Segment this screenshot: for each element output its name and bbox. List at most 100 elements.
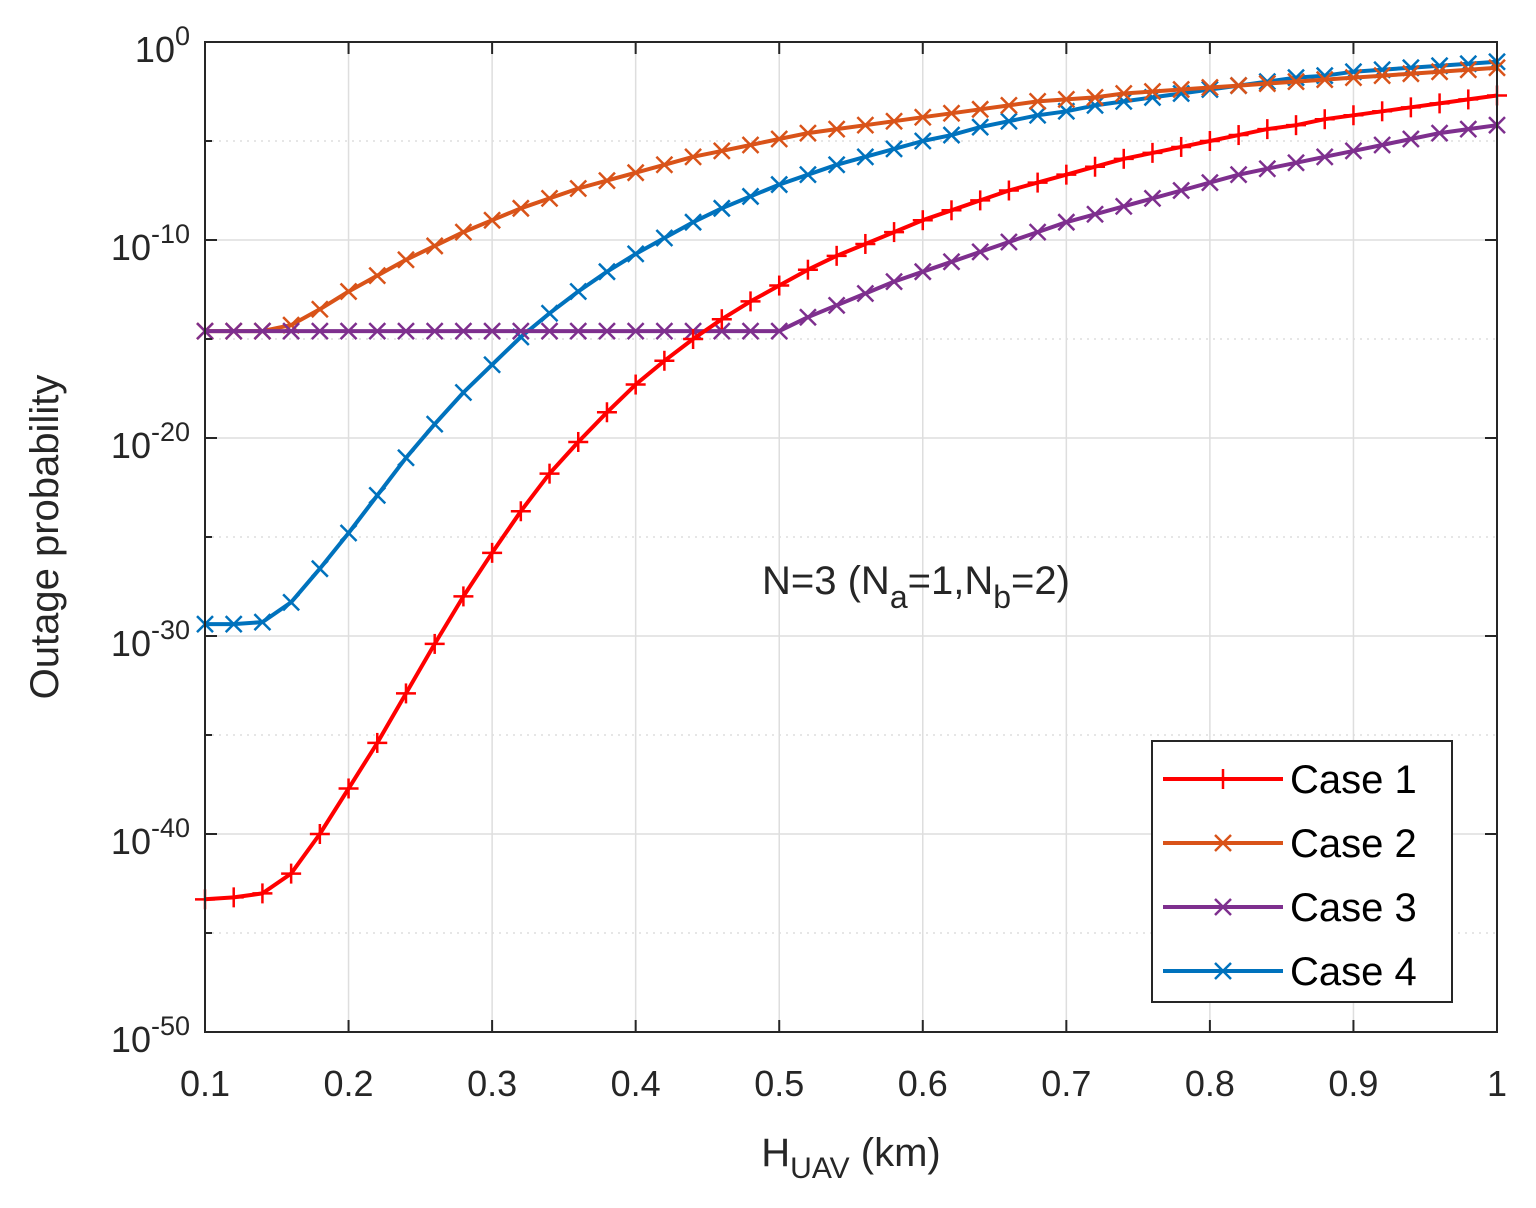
marker-x-b <box>1214 962 1232 980</box>
data-point <box>827 296 846 315</box>
data-point <box>885 112 903 131</box>
data-point <box>540 304 559 323</box>
data-point <box>598 262 616 281</box>
marker-x-b <box>483 211 501 230</box>
data-point <box>1372 101 1393 122</box>
y-tick-label-base: 10 <box>111 1019 151 1060</box>
marker-x-b <box>1057 90 1076 109</box>
y-tick-label-exponent: -50 <box>151 1011 190 1041</box>
series-case-3 <box>196 116 1506 340</box>
data-point <box>799 165 817 184</box>
data-point <box>368 322 387 340</box>
marker-x-b <box>1000 96 1018 115</box>
marker-x-b <box>397 448 415 467</box>
marker-x-b <box>712 199 731 218</box>
y-tick-label-exponent: -40 <box>151 813 190 843</box>
marker-x-b <box>856 284 875 303</box>
data-point <box>1401 130 1420 148</box>
marker-x-b <box>770 322 789 340</box>
legend-entry-case-4: Case 4 <box>1163 950 1417 994</box>
data-point <box>540 189 559 208</box>
data-point <box>1028 92 1047 111</box>
data-point <box>998 180 1019 201</box>
data-point <box>770 322 789 340</box>
marker-x-b <box>1086 96 1104 115</box>
data-point <box>827 155 846 174</box>
data-point <box>282 322 301 340</box>
data-point <box>1286 115 1307 136</box>
data-point <box>425 237 444 255</box>
annotation-part: =1,N <box>908 559 994 603</box>
data-point <box>797 259 818 280</box>
data-point <box>684 147 702 166</box>
y-tick-label-exponent: -30 <box>151 615 190 645</box>
data-point <box>1287 153 1305 172</box>
data-point <box>856 284 875 303</box>
data-point <box>1172 80 1191 99</box>
data-point <box>425 322 444 340</box>
marker-x-b <box>827 120 846 139</box>
marker-x-b <box>1258 159 1277 178</box>
marker-x-b <box>1287 72 1305 91</box>
data-point <box>483 355 501 374</box>
data-point <box>511 199 530 218</box>
marker-x-b <box>368 266 387 285</box>
data-point <box>683 329 704 349</box>
data-point <box>913 132 932 150</box>
y-tick-label-base: 10 <box>135 29 175 70</box>
series-layer <box>195 52 1507 910</box>
marker-x-b <box>626 322 645 340</box>
data-point <box>799 124 817 142</box>
marker-x-b <box>1401 64 1420 83</box>
marker-x-b <box>971 242 990 261</box>
data-point <box>1086 88 1104 107</box>
x-axis-label-sub: UAV <box>790 1152 849 1185</box>
data-point <box>856 147 875 166</box>
marker-x-b <box>1000 112 1018 131</box>
marker-x-b <box>856 147 875 166</box>
data-point <box>855 233 876 254</box>
marker-x-b <box>540 322 559 340</box>
annotation-text: N=3 (Na=1,Nb=2) <box>762 559 1070 615</box>
data-point <box>1086 96 1104 115</box>
data-point <box>1287 72 1305 91</box>
marker-x-b <box>1229 76 1248 95</box>
data-point <box>827 120 846 139</box>
data-point <box>856 116 875 135</box>
marker-x-b <box>799 124 817 142</box>
marker-x-b <box>1086 205 1104 224</box>
marker-x-b <box>626 244 645 263</box>
series-line <box>205 59 1498 627</box>
data-point <box>1199 131 1220 151</box>
data-point <box>770 175 789 194</box>
legend-box <box>1151 740 1453 1003</box>
data-point <box>1401 64 1420 83</box>
data-point <box>770 130 789 148</box>
marker-x-b <box>655 229 674 247</box>
x-tick-labels: 0.1 0.2 0.3 0.4 0.5 0.6 0.7 0.8 0.9 1 <box>180 1063 1507 1104</box>
data-point <box>224 615 243 634</box>
marker-x-b <box>368 486 387 505</box>
marker-x-b <box>971 100 990 119</box>
data-point <box>454 223 473 241</box>
data-point <box>1171 136 1192 157</box>
data-point <box>281 863 302 884</box>
marker-x-b <box>1430 62 1449 81</box>
data-point <box>1113 148 1134 169</box>
series-case-1 <box>195 85 1507 910</box>
ticks <box>204 41 1498 1033</box>
marker-x-b <box>483 322 501 340</box>
marker-x-b <box>1315 70 1334 89</box>
marker-x-b <box>454 322 473 340</box>
data-point <box>1143 82 1162 101</box>
marker-x-b <box>1000 233 1018 251</box>
data-point <box>769 275 790 296</box>
data-point <box>339 322 358 340</box>
marker-x-b <box>1315 147 1334 166</box>
data-point <box>424 633 445 654</box>
data-point <box>970 190 991 211</box>
annotation-subscript: a <box>890 579 908 615</box>
data-point <box>1057 90 1076 109</box>
data-point <box>1201 78 1219 97</box>
annotation-subscript: b <box>993 579 1011 615</box>
